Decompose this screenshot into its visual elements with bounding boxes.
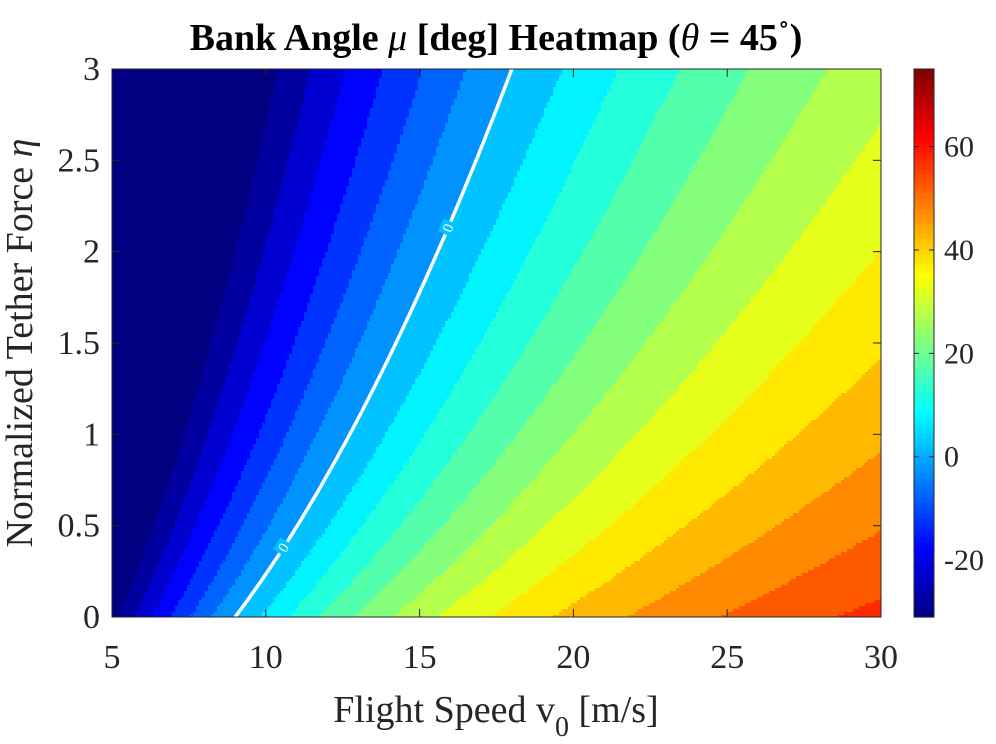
chart-title: Bank Angle μ [deg] Heatmap (θ = 45∘)	[190, 12, 803, 59]
plot-area	[112, 69, 884, 619]
